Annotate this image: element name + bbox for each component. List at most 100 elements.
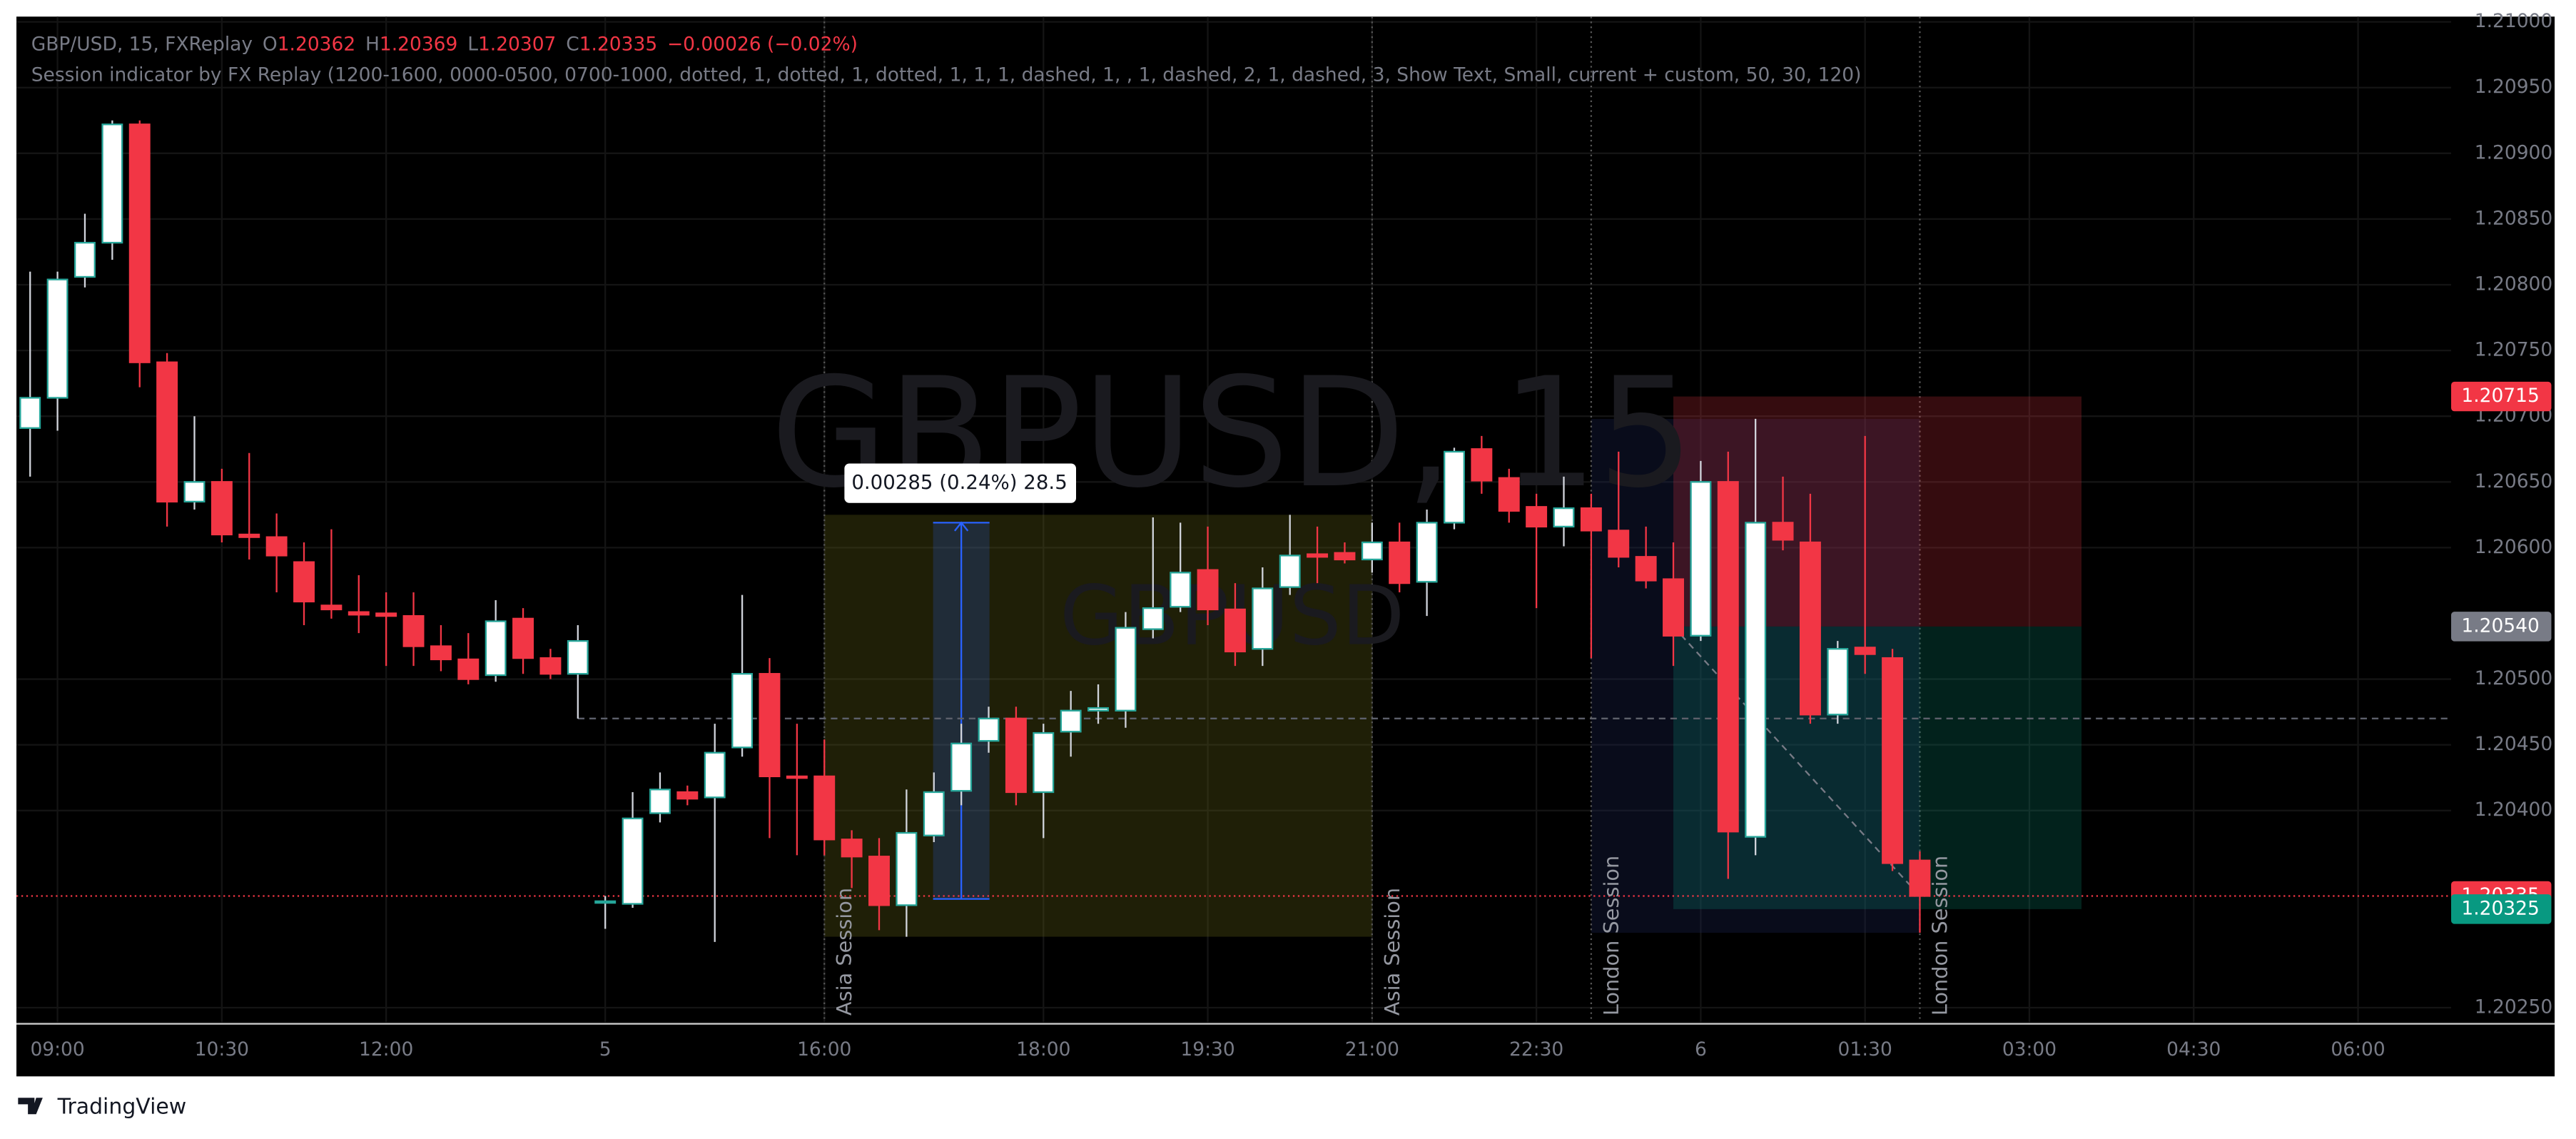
candle-body [1498, 477, 1520, 512]
candle-body [183, 481, 206, 503]
risk-zone [1673, 396, 2082, 627]
candle-body [1279, 555, 1301, 588]
candle-body [731, 673, 754, 749]
x-tick-label: 06:00 [2331, 1038, 2385, 1060]
candle-body [1526, 506, 1548, 528]
candle-body [1115, 627, 1137, 712]
close-value: 1.20335 [579, 33, 657, 55]
candle-body [1033, 732, 1055, 794]
candle-body [1444, 450, 1465, 524]
candle-body [1224, 608, 1246, 653]
candle-body [1717, 481, 1739, 833]
candle-body [896, 831, 918, 906]
candle-body [19, 397, 41, 429]
candle-body [485, 620, 507, 677]
candle-body [1827, 648, 1849, 716]
x-tick-label: 21:00 [1345, 1038, 1399, 1060]
candle-body [594, 900, 617, 904]
price-label-box [2451, 612, 2552, 642]
candle-body [265, 536, 288, 557]
price-label: 1.20715 [2461, 385, 2539, 407]
high-label: H [365, 33, 380, 55]
y-tick-label: 1.20850 [2475, 207, 2552, 229]
measure-label: 0.00285 (0.24%) 28.5 [851, 470, 1067, 494]
candle-body [1909, 859, 1931, 897]
candle-body [1854, 647, 1876, 655]
header-legend: GBP/USD, 15, FXReplay O1.20362 H1.20369 L 1.… [31, 33, 858, 55]
x-tick-label: 04:30 [2166, 1038, 2221, 1060]
high-value: 1.20369 [380, 33, 457, 55]
footer-text: TradingView [57, 1095, 187, 1120]
footer-logo: TradingView [18, 1095, 186, 1120]
open-value: 1.20362 [278, 33, 355, 55]
candle-body [1882, 657, 1904, 864]
candle-body [1170, 572, 1192, 608]
candle-body [1690, 481, 1712, 637]
low-label: L [467, 33, 478, 55]
x-tick-label: 09:00 [30, 1038, 84, 1060]
change: −0.00026 (−0.02%) [667, 33, 858, 55]
x-tick-label: 12:00 [359, 1038, 413, 1060]
candle-body [649, 789, 671, 814]
y-tick-label: 1.20500 [2475, 667, 2552, 689]
candle-body [1142, 607, 1164, 630]
candle-body [1471, 448, 1493, 482]
candle-body [1416, 522, 1438, 583]
x-tick-label: 10:30 [195, 1038, 249, 1060]
candle-body [430, 645, 452, 661]
price-label-box [2451, 381, 2552, 412]
candle-body [539, 657, 562, 675]
candle-body [1197, 569, 1219, 611]
candle-body [1361, 541, 1383, 561]
y-tick-label: 1.20900 [2475, 141, 2552, 163]
y-tick-label: 1.20800 [2475, 273, 2552, 295]
candle-body [786, 775, 808, 779]
x-tick-label: 16:00 [797, 1038, 851, 1060]
x-tick-label: 6 [1695, 1038, 1707, 1060]
candle-body [238, 533, 260, 538]
candle-body [923, 791, 945, 836]
candle-body [211, 481, 233, 536]
reward-zone [1673, 626, 2082, 909]
y-tick-label: 1.20750 [2475, 339, 2552, 361]
measure-arrowhead [954, 521, 969, 532]
candle-body [293, 561, 315, 603]
candle-body [1663, 578, 1684, 637]
candle-body [1799, 541, 1821, 716]
y-tick-label: 1.20250 [2475, 996, 2552, 1018]
logo-icon [18, 1098, 43, 1115]
candle-body [1389, 541, 1411, 584]
candle-body [950, 742, 973, 792]
close-label: C [566, 33, 579, 55]
candle-body [813, 775, 836, 841]
x-tick-label: 22:30 [1509, 1038, 1563, 1060]
candle-body [1772, 522, 1794, 541]
symbol: GBP/USD, 15, FXReplay [31, 33, 253, 55]
candle-body [512, 617, 534, 659]
indicator-legend: Session indicator by FX Replay (1200-160… [31, 64, 1862, 86]
candle-body [1060, 709, 1082, 733]
session-label: London Session [1927, 856, 1952, 1016]
y-tick-label: 1.21000 [2475, 10, 2552, 32]
candle-body [128, 123, 151, 363]
candle-body [402, 615, 425, 647]
candle-body [841, 839, 863, 858]
x-tick-label: 19:30 [1180, 1038, 1234, 1060]
price-label: 1.20540 [2461, 614, 2539, 637]
candle-body [1005, 717, 1027, 794]
candle-body [1087, 707, 1110, 712]
candle-body [704, 751, 726, 799]
candle-body [457, 658, 480, 680]
open-label: O [263, 33, 278, 55]
candle-body [1553, 507, 1575, 528]
candle-body [1252, 587, 1274, 650]
candle-body [1580, 507, 1602, 532]
session-label: Asia Session [1380, 888, 1404, 1016]
x-tick-label: 03:00 [2002, 1038, 2057, 1060]
price-label: 1.20325 [2461, 897, 2539, 919]
candle-body [1307, 553, 1329, 558]
y-tick-label: 1.20650 [2475, 470, 2552, 492]
x-tick-label: 18:00 [1016, 1038, 1070, 1060]
candle-body [320, 604, 343, 611]
